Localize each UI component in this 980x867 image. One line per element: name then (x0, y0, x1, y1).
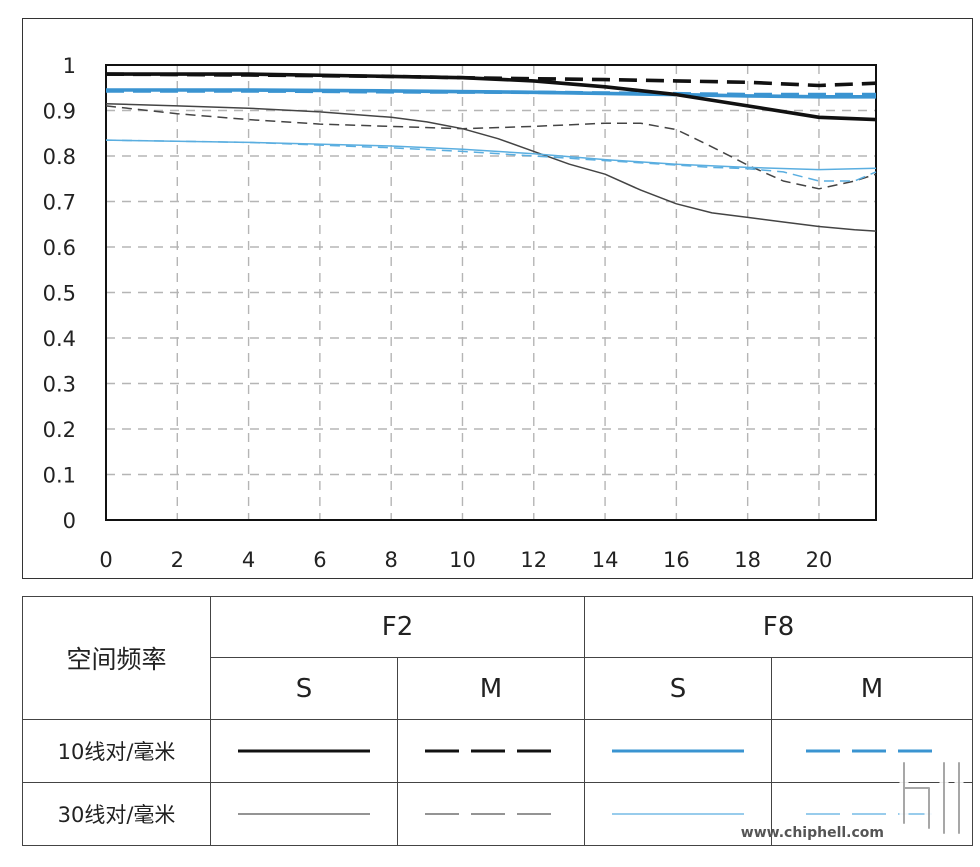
watermark-site-text: www.chiphell.com (740, 825, 884, 841)
legend-swatch-f2-s-10 (210, 719, 398, 783)
y-tick-label: 0.6 (43, 236, 76, 260)
series-line-f8-m-10lp (106, 89, 876, 97)
legend-aperture-f2: F2 (210, 595, 585, 659)
x-tick-label: 10 (449, 548, 476, 572)
legend-swatch-f8-m-30 (771, 781, 973, 847)
y-tick-label: 0.4 (43, 327, 76, 351)
x-tick-label: 20 (806, 548, 833, 572)
legend-row-label-30lp: 30线对/毫米 (22, 781, 211, 847)
y-tick-label: 0.9 (43, 100, 76, 124)
legend-corner-label: 空间频率 (22, 595, 211, 721)
legend-orientation-f2-s: S (210, 657, 398, 721)
series-line-f8-s-30lp (105, 139, 877, 171)
y-tick-label: 0.7 (43, 191, 76, 215)
series-line-f2-m-10lp (105, 72, 877, 88)
x-tick-label: 16 (663, 548, 690, 572)
legend-swatch-f8-s-10 (584, 719, 772, 783)
x-tick-label: 18 (734, 548, 761, 572)
y-tick-label: 0.8 (43, 145, 76, 169)
x-tick-label: 4 (242, 548, 255, 572)
mtf-chart-svg: 00.10.20.30.40.50.60.70.80.910 2 4 6 8 10 12 14… (43, 54, 877, 572)
mtf-chart: 0 0.1 0.2 0.3 0.4 0.5 0.6 0.7 0.8 0.9 1 0 2 4 6 8 10 12 14… (22, 18, 973, 579)
series-line-f2-s-10lp (106, 72, 877, 122)
x-tick-label: 8 (384, 548, 397, 572)
legend-aperture-f8: F8 (584, 595, 973, 659)
x-tick-label: 0 (99, 548, 112, 572)
y-tick-label: 0.3 (43, 373, 76, 397)
y-tick-label: 0.1 (43, 464, 76, 488)
legend-swatch-f2-m-10 (397, 719, 585, 783)
legend-swatch-f2-m-30 (397, 781, 585, 847)
x-tick-label: 12 (520, 548, 547, 572)
x-tick-label: 6 (313, 548, 326, 572)
legend-table: 空间频率 F2 F8 S M S M 10线对/毫米 30线对/毫米 (22, 595, 973, 847)
x-tick-label: 2 (171, 548, 184, 572)
series-line-f2-s-30lp (105, 102, 877, 232)
legend-orientation-f8-m: M (771, 657, 973, 721)
legend-orientation-f2-m: M (397, 657, 585, 721)
y-tick-label: 0.2 (43, 418, 76, 442)
legend-swatch-f8-m-10 (771, 719, 973, 783)
y-tick-label: 0 (63, 509, 76, 533)
x-tick-label: 14 (592, 548, 619, 572)
legend-swatch-f2-s-30 (210, 781, 398, 847)
watermark-logo (899, 758, 964, 838)
y-tick-label: 0.5 (43, 282, 76, 306)
legend-row-label-10lp: 10线对/毫米 (22, 719, 211, 783)
plot-border (105, 64, 877, 521)
legend-orientation-f8-s: S (584, 657, 772, 721)
series-line-f2-m-30lp (105, 105, 877, 190)
y-tick-label: 1 (63, 54, 76, 78)
legend-swatch-f8-s-30 (584, 781, 772, 847)
